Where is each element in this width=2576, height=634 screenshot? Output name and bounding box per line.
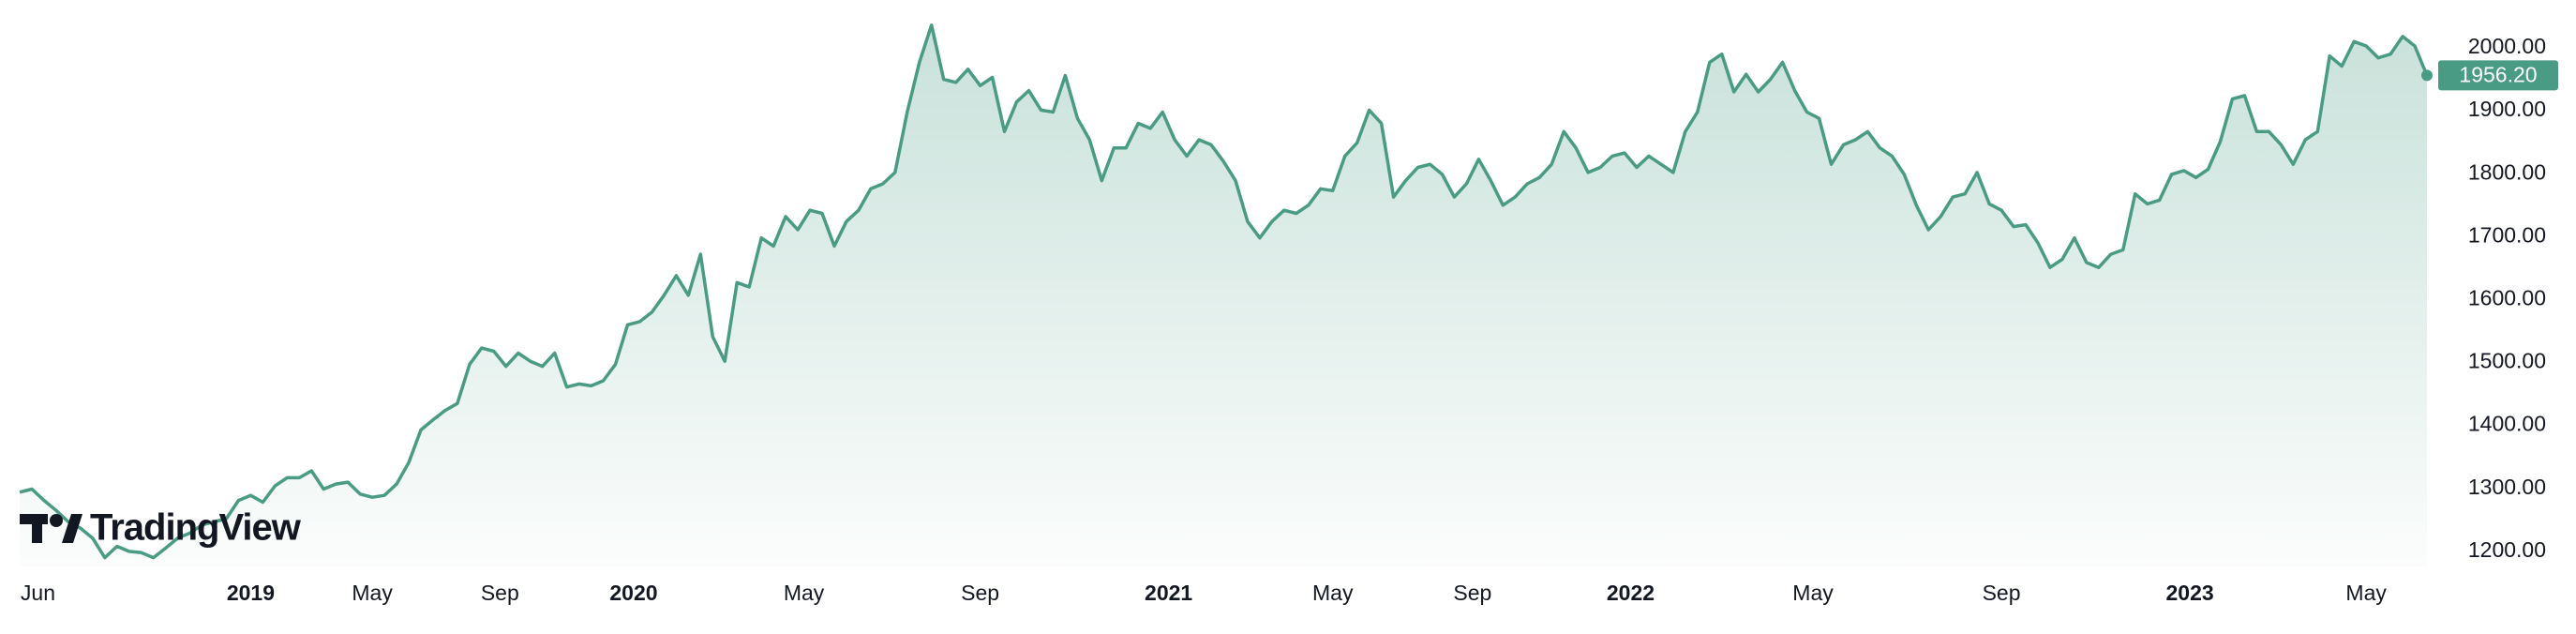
x-tick-label: 2019 [227,581,275,605]
y-tick-label: 1900.00 [2468,97,2546,121]
x-tick-label: Sep [481,581,519,605]
x-tick-label: 2022 [1607,581,1655,605]
x-tick-label: May [1312,581,1354,605]
y-tick-label: 1400.00 [2468,412,2546,436]
price-tag [2438,60,2558,91]
price-line [19,23,2429,560]
y-tick-label: 1800.00 [2468,159,2546,184]
x-tick-label: 2021 [1145,581,1192,605]
x-tick-label: May [352,581,393,605]
x-tick-label: May [1792,581,1834,605]
x-tick-label: Jun [21,581,55,605]
x-tick-label: Sep [1453,581,1491,605]
last-point [2421,69,2433,82]
y-tick-label: 1200.00 [2468,537,2546,562]
logo-slash [62,514,82,543]
x-tick-label: May [2345,581,2387,605]
logo-dot [50,514,63,527]
y-tick-label: 1600.00 [2468,286,2546,310]
x-tick-label: Sep [1983,581,2021,605]
y-tick-label: 1500.00 [2468,349,2546,373]
x-tick-label: 2020 [609,581,657,605]
y-tick-label: 2000.00 [2468,34,2546,58]
y-tick-label: 1700.00 [2468,222,2546,247]
x-tick-label: 2023 [2166,581,2214,605]
price-tag-label: 1956.20 [2459,62,2537,86]
x-tick-label: May [784,581,825,605]
logo-icon [20,514,82,543]
watermark: TradingView [90,507,302,549]
logo-stem [32,514,42,543]
area-fill [20,24,2427,567]
y-tick-label: 1300.00 [2468,475,2546,499]
x-tick-label: Sep [961,581,999,605]
